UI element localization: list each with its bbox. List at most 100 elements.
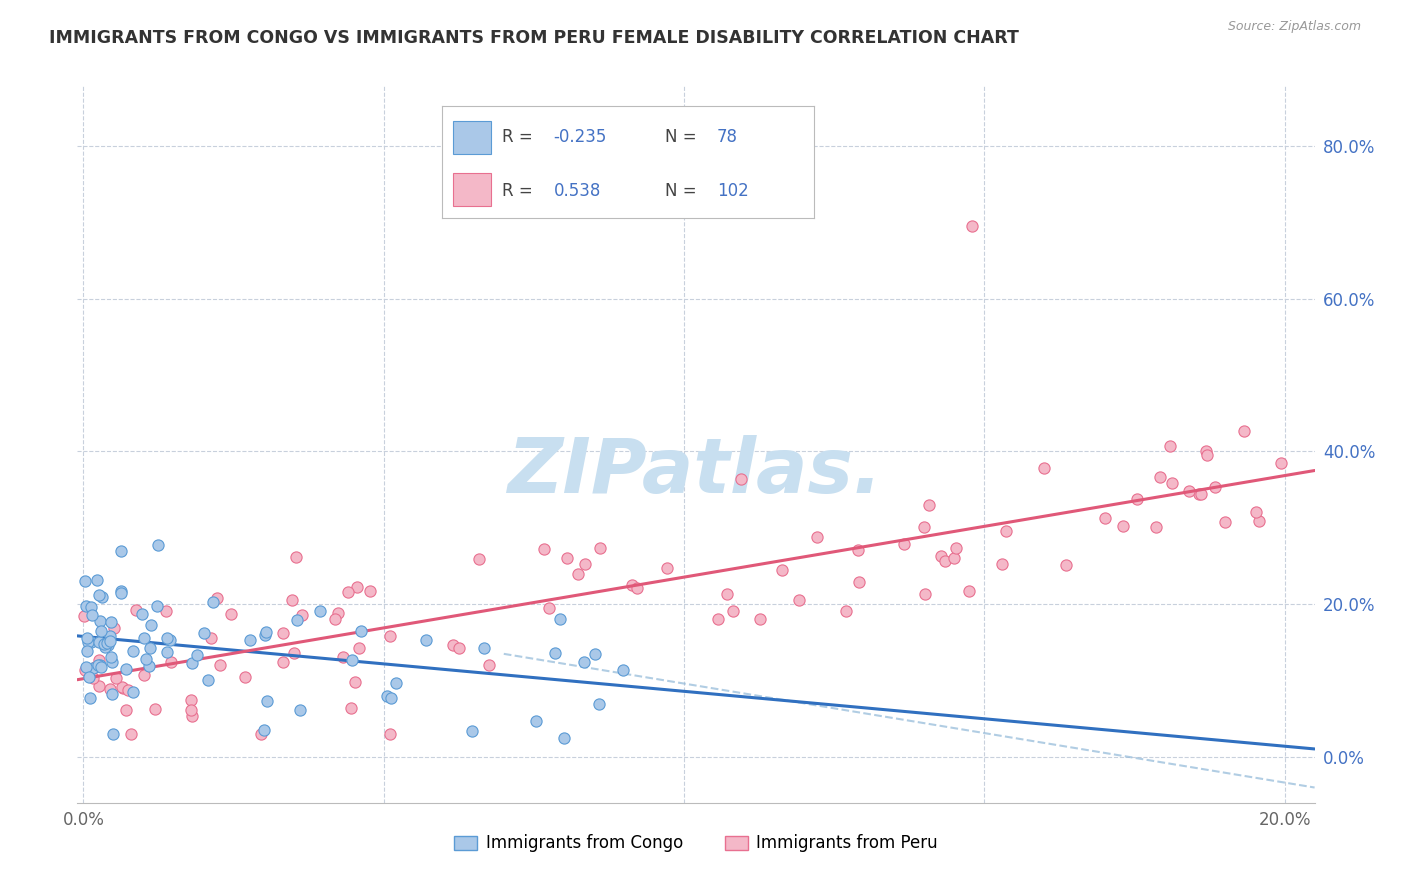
Point (79, 635, 101, 649)
Point (1054, 558, 1077, 572)
Point (101, 655, 124, 669)
Point (291, 607, 314, 622)
Point (180, 709, 202, 723)
Point (524, 714, 547, 728)
Point (87, 652, 110, 666)
Point (1178, 483, 1201, 498)
Point (271, 626, 294, 640)
Point (1144, 519, 1167, 533)
Point (621, 577, 644, 591)
Point (131, 607, 153, 621)
Point (200, 631, 222, 645)
Point (91, 591, 114, 605)
Point (555, 551, 578, 566)
Point (111, 681, 134, 695)
Point (98, 634, 121, 648)
Point (98, 629, 121, 643)
Point (75, 599, 97, 614)
Point (626, 582, 648, 596)
Point (139, 618, 162, 632)
Point (75, 660, 97, 674)
Point (82, 608, 104, 623)
Point (132, 668, 155, 682)
Point (931, 549, 953, 563)
Point (80, 599, 103, 614)
Point (160, 655, 183, 669)
Point (208, 657, 231, 672)
Point (75, 663, 97, 677)
Point (283, 646, 305, 660)
Point (132, 631, 155, 645)
Point (122, 684, 145, 698)
Point (945, 541, 967, 556)
Point (205, 591, 228, 605)
Point (1112, 518, 1135, 533)
Point (730, 472, 752, 486)
Point (103, 727, 125, 741)
Point (110, 544, 132, 558)
Point (380, 691, 402, 706)
Point (219, 607, 242, 621)
Point (332, 650, 354, 665)
Point (115, 703, 138, 717)
Point (117, 683, 139, 698)
Point (186, 648, 208, 663)
Point (1149, 470, 1171, 484)
Point (89, 679, 111, 693)
Point (77, 670, 100, 684)
Point (84, 660, 107, 674)
Point (1125, 492, 1147, 507)
Point (1213, 515, 1236, 529)
Point (378, 629, 401, 643)
Point (375, 690, 398, 704)
Point (349, 640, 371, 655)
Point (1160, 476, 1182, 491)
Point (82, 661, 104, 675)
Point (87, 658, 110, 673)
Point (934, 553, 956, 567)
Point (1233, 424, 1256, 438)
Point (284, 549, 307, 564)
Point (197, 673, 219, 687)
Point (533, 541, 555, 556)
Point (918, 498, 941, 512)
Point (79, 691, 101, 706)
Point (159, 633, 181, 648)
Point (655, 560, 678, 574)
Point (991, 557, 1014, 571)
Point (415, 633, 437, 648)
Point (249, 727, 271, 741)
Point (89, 658, 111, 673)
Point (201, 595, 224, 609)
Point (835, 604, 858, 618)
Point (1188, 487, 1211, 501)
Point (97, 638, 120, 652)
Point (89, 615, 111, 629)
Point (100, 687, 122, 701)
Point (155, 644, 177, 658)
Point (441, 638, 464, 652)
Point (848, 575, 870, 590)
Text: IMMIGRANTS FROM CONGO VS IMMIGRANTS FROM PERU FEMALE DISABILITY CORRELATION CHAR: IMMIGRANTS FROM CONGO VS IMMIGRANTS FROM… (49, 29, 1019, 46)
Point (574, 558, 596, 572)
Point (721, 604, 744, 618)
Point (90, 624, 112, 639)
Point (567, 567, 589, 582)
Point (238, 632, 260, 647)
Point (120, 727, 142, 741)
Point (100, 615, 122, 629)
Point (612, 663, 634, 677)
Point (544, 646, 567, 660)
Point (111, 680, 134, 694)
Point (79, 601, 101, 615)
Point (336, 585, 359, 599)
Point (87, 635, 110, 649)
Point (548, 612, 571, 626)
Point (82, 671, 104, 685)
Point (156, 631, 179, 645)
Text: Source: ZipAtlas.com: Source: ZipAtlas.com (1227, 20, 1361, 33)
Point (135, 652, 157, 666)
Point (76, 635, 98, 649)
Point (323, 612, 346, 626)
Point (96, 636, 118, 650)
